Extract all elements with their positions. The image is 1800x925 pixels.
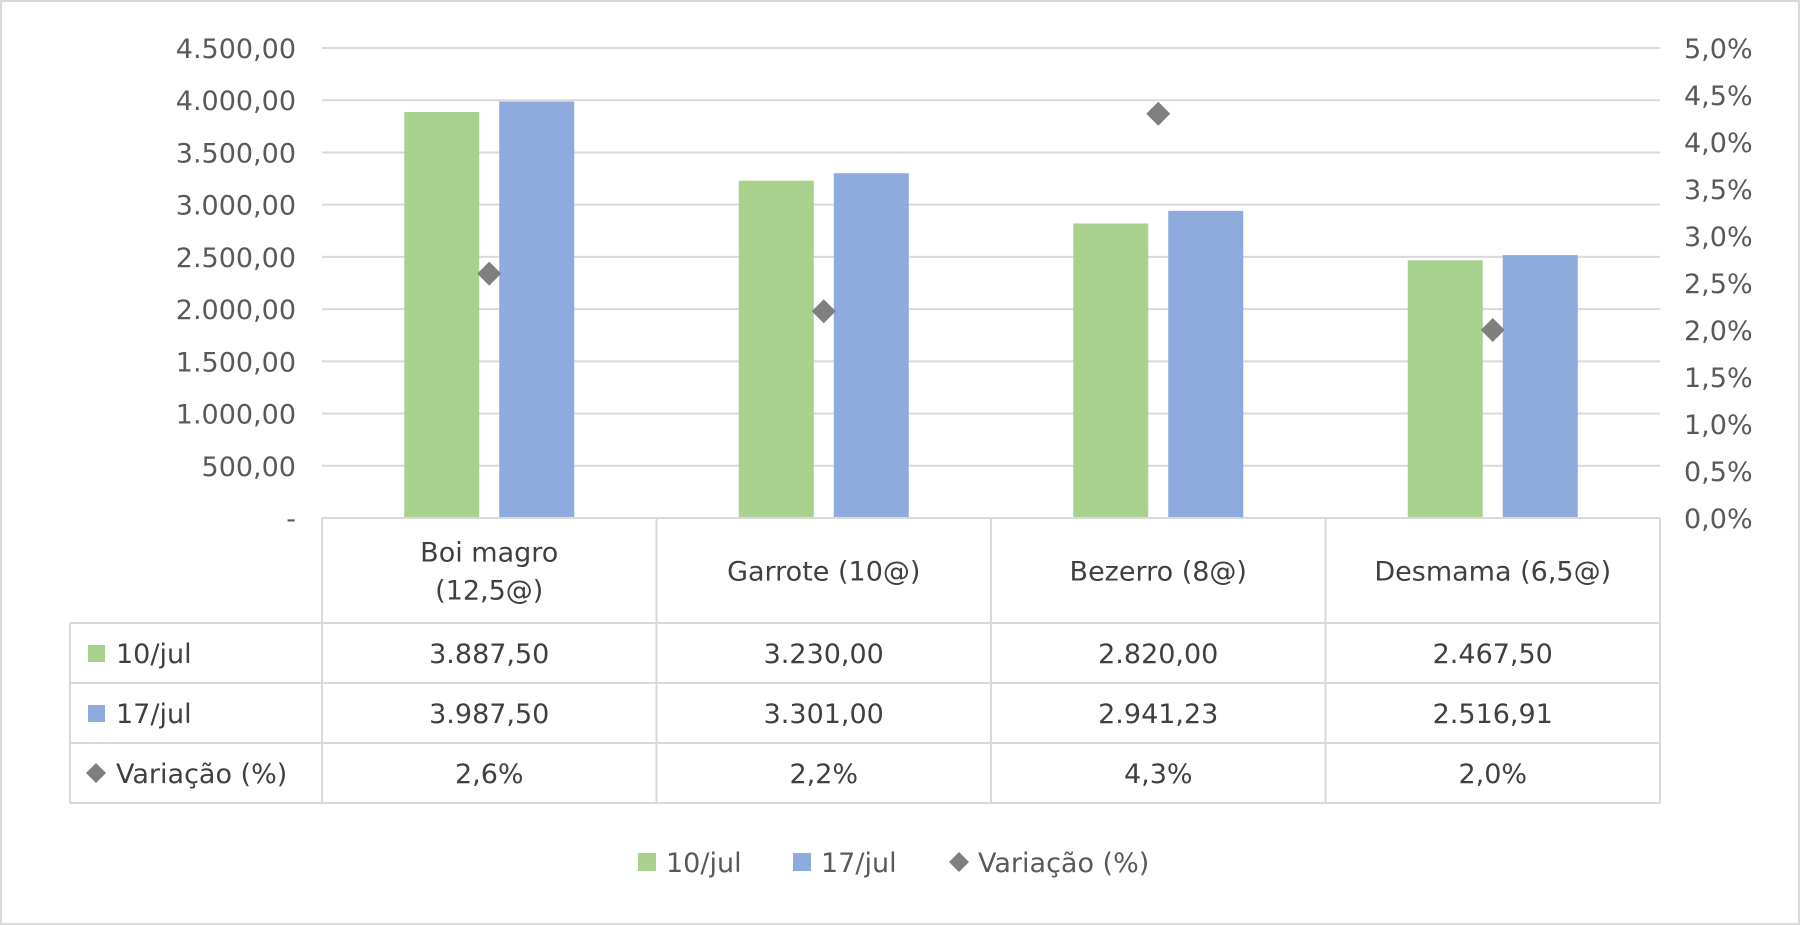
variation-point	[811, 299, 836, 324]
bar	[1073, 223, 1149, 518]
table-cell-value: 3.301,00	[764, 699, 884, 730]
data-table: Boi magro (12,5@) Garrote (10@) Bezerro (8@…	[69, 517, 1661, 804]
y-right-tick-label: 3,0%	[1684, 222, 1753, 253]
y-right-tick-label: 1,0%	[1684, 410, 1753, 441]
y-right-tick-label: 2,0%	[1684, 316, 1753, 347]
bar	[404, 111, 480, 518]
y-left-tick-label: -	[286, 504, 296, 535]
legend-key	[638, 853, 656, 871]
markers	[477, 101, 1505, 342]
variation-point	[477, 261, 502, 286]
legend-label: Variação (%)	[978, 848, 1149, 879]
bar	[833, 173, 909, 518]
bar	[1407, 260, 1483, 518]
table-cell-value: 2,6%	[455, 759, 524, 790]
y-left-tick-label: 3.500,00	[176, 138, 296, 169]
y-left-tick-label: 4.000,00	[176, 86, 296, 117]
table-cell-value: 2.941,23	[1098, 699, 1218, 730]
legend-key	[949, 852, 969, 872]
variation-point	[1146, 101, 1171, 126]
category-label: Boi magro	[420, 538, 558, 569]
y-right-tick-label: 0,5%	[1684, 457, 1753, 488]
y-right-tick-label: 4,0%	[1684, 128, 1753, 159]
y-left-tick-label: 500,00	[202, 452, 296, 483]
bar	[499, 101, 575, 519]
table-series-name: 10/jul	[116, 639, 192, 670]
table-legend-key	[88, 705, 105, 722]
table-cell-value: 3.987,50	[429, 699, 549, 730]
y-axis-right: 0,0% 0,5% 1,0% 1,5% 2,0% 2,5% 3,0% 3,5% 4,0% 4,5%…	[1684, 34, 1753, 535]
table-cell-value: 2,0%	[1458, 759, 1527, 790]
table-cell-value: 2,2%	[789, 759, 858, 790]
y-left-tick-label: 1.000,00	[176, 400, 296, 431]
bars	[404, 101, 1578, 519]
y-right-tick-label: 3,5%	[1684, 175, 1753, 206]
variation-point	[1480, 318, 1505, 342]
y-left-tick-label: 1.500,00	[176, 347, 296, 378]
y-left-tick-label: 4.500,00	[176, 34, 296, 65]
y-right-tick-label: 2,5%	[1684, 269, 1753, 300]
bar	[1168, 210, 1244, 518]
category-label: Garrote (10@)	[727, 557, 920, 588]
y-right-tick-label: 0,0%	[1684, 504, 1753, 535]
table-series-name: 17/jul	[116, 699, 192, 730]
category-label: Bezerro (8@)	[1070, 557, 1247, 588]
y-axis-left: - 500,00 1.000,00 1.500,00 2.000,00 2.500,00 3…	[176, 34, 296, 535]
table-cell-value: 2.820,00	[1098, 639, 1218, 670]
legend-label: 17/jul	[821, 848, 897, 879]
legend-key	[793, 853, 811, 871]
bar	[738, 180, 814, 518]
y-right-tick-label: 1,5%	[1684, 363, 1753, 394]
bar	[1502, 255, 1578, 518]
legend: 10/jul 17/jul Variação (%)	[638, 848, 1149, 879]
table-legend-key	[86, 763, 106, 783]
y-right-tick-label: 5,0%	[1684, 34, 1753, 65]
legend-label: 10/jul	[666, 848, 742, 879]
category-label: (12,5@)	[435, 576, 543, 607]
table-cell-value: 2.516,91	[1433, 699, 1553, 730]
y-left-tick-label: 2.500,00	[176, 243, 296, 274]
table-cell-value: 3.230,00	[764, 639, 884, 670]
table-cell-value: 3.887,50	[429, 639, 549, 670]
table-cell-value: 4,3%	[1124, 759, 1193, 790]
category-label: Desmama (6,5@)	[1374, 557, 1611, 588]
y-left-tick-label: 2.000,00	[176, 295, 296, 326]
y-left-tick-label: 3.000,00	[176, 191, 296, 222]
table-cell-value: 2.467,50	[1433, 639, 1553, 670]
y-right-tick-label: 4,5%	[1684, 81, 1753, 112]
table-legend-key	[88, 645, 105, 662]
table-series-name: Variação (%)	[116, 759, 287, 790]
